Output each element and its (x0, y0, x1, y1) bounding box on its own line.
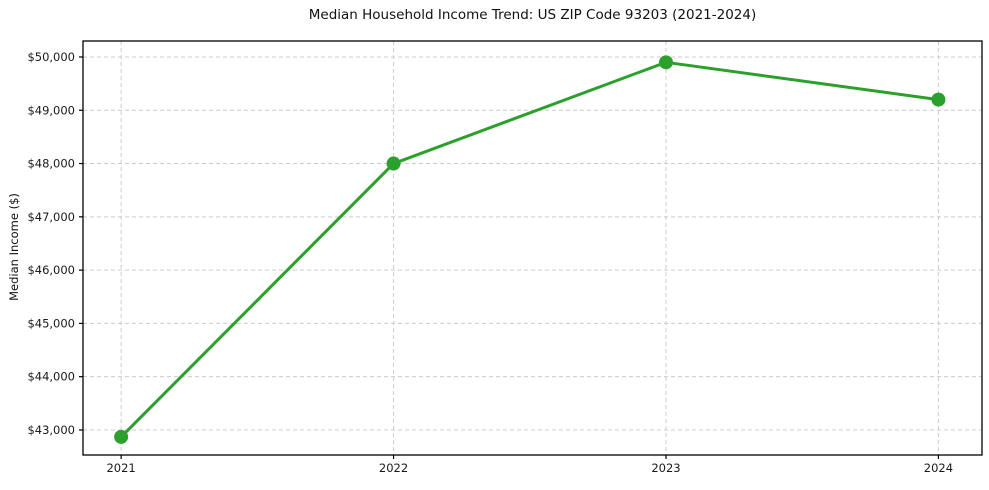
x-tick-label: 2021 (106, 461, 135, 475)
series-line (119, 60, 940, 439)
plot-frame (82, 40, 983, 456)
data-point-marker (658, 55, 673, 70)
x-tick-label: 2023 (651, 461, 680, 475)
y-tick-label: $49,000 (27, 103, 75, 117)
y-tick-label: $48,000 (27, 157, 75, 171)
data-point-marker (386, 156, 401, 171)
chart-title: Median Household Income Trend: US ZIP Co… (308, 7, 757, 23)
y-tick-label: $44,000 (27, 370, 75, 384)
y-tick-label: $46,000 (27, 263, 75, 277)
y-tick-label: $50,000 (27, 50, 75, 64)
y-tick-label: $43,000 (27, 423, 75, 437)
y-tick-label: $47,000 (27, 210, 75, 224)
x-tick-label: 2022 (379, 461, 408, 475)
data-point-marker (931, 92, 946, 107)
y-tick-label: $45,000 (27, 316, 75, 330)
data-point-marker (114, 429, 129, 444)
x-tick-label: 2024 (924, 461, 953, 475)
